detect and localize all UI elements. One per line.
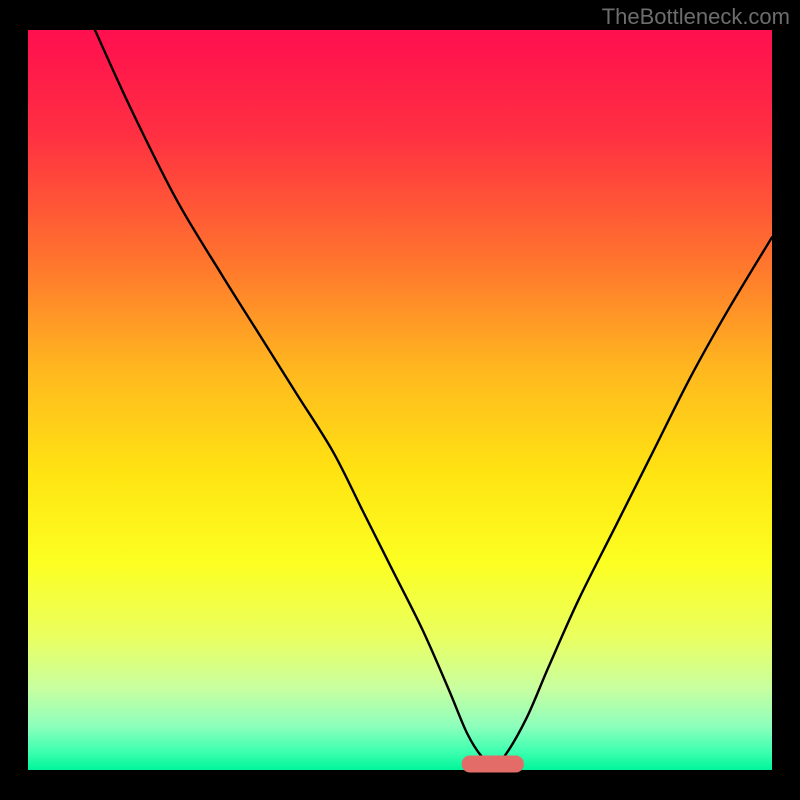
plot-area [28,30,772,770]
optimum-marker [462,756,524,773]
chart-frame: TheBottleneck.com [0,0,800,800]
watermark-text: TheBottleneck.com [602,4,790,30]
curve-path [95,30,772,764]
bottleneck-curve [28,30,772,770]
